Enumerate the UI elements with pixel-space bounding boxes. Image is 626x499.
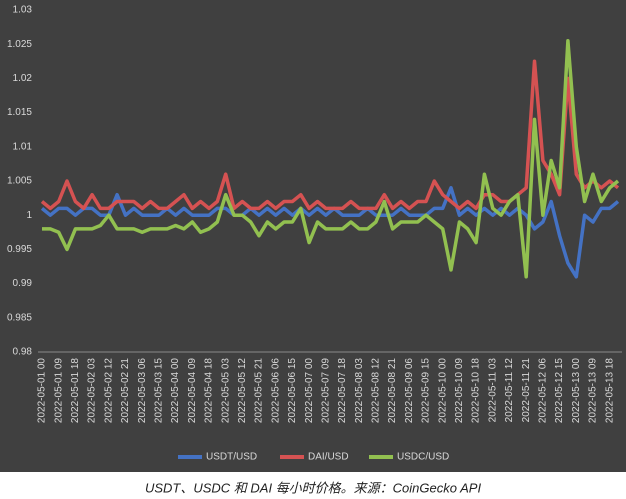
x-tick-label: 2022-05-12 15 <box>554 358 565 423</box>
x-tick-label: 2022-05-08 03 <box>354 358 365 423</box>
x-tick-label: 2022-05-13 09 <box>588 358 599 423</box>
legend-label: DAI/USD <box>308 452 349 463</box>
y-tick-label: 1.01 <box>13 141 33 152</box>
y-tick-label: 0.985 <box>7 312 32 323</box>
x-tick-label: 2022-05-08 12 <box>371 358 382 423</box>
x-tick-label: 2022-05-01 18 <box>70 358 81 423</box>
legend-label: USDC/USD <box>397 452 449 463</box>
y-tick-label: 1.005 <box>7 176 32 187</box>
x-tick-label: 2022-05-13 18 <box>604 358 615 423</box>
y-tick-label: 1.02 <box>13 73 33 84</box>
series-line <box>40 59 620 211</box>
x-tick-label: 2022-05-03 15 <box>154 358 165 423</box>
x-tick-label: 2022-05-03 06 <box>137 358 148 423</box>
x-tick-label: 2022-05-04 18 <box>204 358 215 423</box>
x-tick-label: 2022-05-05 21 <box>254 358 265 423</box>
x-tick-label: 2022-05-05 12 <box>237 358 248 423</box>
x-tick-label: 2022-05-01 00 <box>37 358 48 423</box>
x-tick-label: 2022-05-02 03 <box>87 358 98 423</box>
y-tick-label: 1.015 <box>7 107 32 118</box>
series-line <box>40 186 620 279</box>
x-tick-label: 2022-05-09 15 <box>421 358 432 423</box>
y-tick-label: 1 <box>26 210 32 221</box>
x-tick-label: 2022-05-05 03 <box>220 358 231 423</box>
x-tick-label: 2022-05-07 00 <box>304 358 315 423</box>
x-tick-label: 2022-05-08 21 <box>387 358 398 423</box>
x-tick-label: 2022-05-06 15 <box>287 358 298 423</box>
x-tick-label: 2022-05-02 12 <box>103 358 114 423</box>
y-tick-label: 0.99 <box>13 278 33 289</box>
x-tick-label: 2022-05-11 21 <box>521 358 532 423</box>
legend-label: USDT/USD <box>206 452 257 463</box>
caption: USDT、USDC 和 DAI 每小时价格。来源：CoinGecko API <box>145 480 482 495</box>
x-tick-label: 2022-05-10 00 <box>437 358 448 423</box>
x-tick-label: 2022-05-10 18 <box>471 358 482 423</box>
x-tick-label: 2022-05-11 03 <box>487 358 498 423</box>
x-tick-label: 2022-05-07 09 <box>320 358 331 423</box>
x-tick-label: 2022-05-06 06 <box>270 358 281 423</box>
x-tick-label: 2022-05-11 12 <box>504 358 515 423</box>
x-tick-label: 2022-05-10 09 <box>454 358 465 423</box>
y-tick-label: 1.025 <box>7 39 32 50</box>
x-tick-label: 2022-05-02 21 <box>120 358 131 423</box>
x-tick-label: 2022-05-09 06 <box>404 358 415 423</box>
x-tick-label: 2022-05-13 00 <box>571 358 582 423</box>
x-tick-label: 2022-05-12 06 <box>538 358 549 423</box>
x-tick-label: 2022-05-04 09 <box>187 358 198 423</box>
y-tick-label: 1.03 <box>13 5 33 16</box>
y-tick-label: 0.98 <box>13 347 33 358</box>
x-tick-label: 2022-05-07 18 <box>337 358 348 423</box>
series-line <box>42 39 620 279</box>
y-tick-label: 0.995 <box>7 244 32 255</box>
x-tick-label: 2022-05-04 00 <box>170 358 181 423</box>
x-tick-label: 2022-05-01 09 <box>53 358 64 423</box>
